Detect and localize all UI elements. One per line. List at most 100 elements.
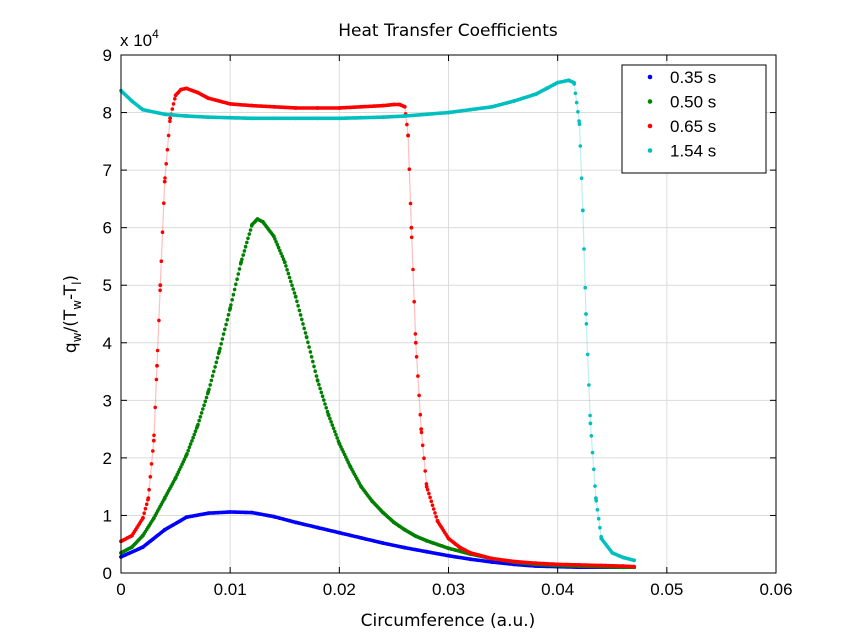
data-point <box>424 538 429 543</box>
axis-ticks: 0 0.01 0.02 0.03 0.04 0.05 0.06 0 1 2 3 4 5 6 7 8 9 <box>103 46 793 599</box>
data-point <box>197 418 201 423</box>
data-point <box>435 519 440 524</box>
data-point <box>599 536 604 541</box>
data-point <box>287 275 292 280</box>
data-point <box>427 491 431 496</box>
data-point <box>158 288 162 293</box>
data-point <box>392 520 396 525</box>
data-point <box>298 313 303 317</box>
data-point <box>433 511 437 515</box>
data-point <box>337 530 342 535</box>
data-point <box>168 116 173 121</box>
data-point <box>422 456 426 461</box>
data-point <box>206 389 211 394</box>
data-point <box>490 556 495 561</box>
data-point <box>295 299 299 304</box>
data-point <box>202 403 206 408</box>
data-point <box>236 272 241 276</box>
data-point <box>315 525 320 530</box>
data-point <box>147 487 151 492</box>
data-point <box>587 383 591 387</box>
data-point <box>579 176 584 180</box>
data-point <box>312 364 316 369</box>
data-point <box>468 551 473 555</box>
data-point <box>416 374 420 378</box>
data-point <box>621 564 626 568</box>
data-point <box>323 402 327 406</box>
data-point <box>168 119 172 124</box>
y-tick-label: 0 <box>103 564 112 583</box>
chart-title: Heat Transfer Coefficients <box>338 21 558 41</box>
data-point <box>232 287 237 292</box>
data-point <box>241 253 245 257</box>
legend-marker <box>647 99 653 104</box>
legend-marker <box>647 74 653 80</box>
data-point <box>282 260 287 265</box>
data-point <box>318 386 322 391</box>
data-point <box>412 299 417 304</box>
data-point <box>328 416 332 421</box>
data-point <box>187 445 192 450</box>
data-point <box>582 247 586 251</box>
data-point <box>230 298 234 302</box>
data-point <box>315 116 320 121</box>
data-point <box>213 365 217 369</box>
data-point <box>223 327 227 332</box>
x-tick-label: 0.02 <box>323 580 356 599</box>
svg-text:qw/(Tw-Tl): qw/(Tw-Tl) <box>61 275 84 353</box>
data-point <box>212 369 216 374</box>
data-point <box>271 234 276 239</box>
data-point <box>159 259 164 264</box>
y-tick-label: 2 <box>103 449 112 468</box>
data-point <box>359 484 364 489</box>
data-point <box>424 484 429 489</box>
data-point <box>406 133 410 138</box>
legend: 0.35 s 0.50 s 0.65 s 1.54 s <box>621 64 767 174</box>
data-point <box>284 264 288 268</box>
data-point <box>164 162 168 166</box>
data-point <box>402 114 407 118</box>
data-point <box>577 563 582 567</box>
data-point <box>409 225 414 230</box>
data-point <box>271 116 276 121</box>
data-point <box>315 378 320 383</box>
data-point <box>142 511 146 515</box>
data-point <box>228 102 233 106</box>
data-point <box>324 406 329 410</box>
data-point <box>153 405 157 410</box>
data-point <box>446 553 451 558</box>
data-point <box>331 426 336 431</box>
data-point <box>162 496 167 501</box>
data-point <box>271 104 276 109</box>
data-point <box>198 415 203 419</box>
data-point <box>250 116 254 121</box>
data-point <box>191 435 195 440</box>
data-point <box>577 119 581 123</box>
data-point <box>320 394 325 399</box>
data-point <box>242 249 247 253</box>
data-point <box>573 91 578 96</box>
data-point <box>370 499 374 503</box>
data-point <box>457 545 462 549</box>
data-point <box>598 525 602 530</box>
data-point <box>409 235 414 240</box>
data-point <box>206 96 211 101</box>
data-point <box>429 499 434 504</box>
data-point <box>155 363 159 368</box>
data-point <box>413 340 418 345</box>
data-point <box>293 116 298 121</box>
data-point <box>446 546 451 551</box>
data-point <box>407 167 412 171</box>
data-point <box>337 106 342 110</box>
data-point <box>281 257 286 262</box>
data-point <box>163 176 167 180</box>
data-point <box>431 507 436 511</box>
data-point <box>151 449 155 453</box>
data-point <box>199 411 204 415</box>
data-point <box>584 322 589 326</box>
data-point <box>348 464 353 469</box>
data-point <box>162 527 167 532</box>
data-point <box>402 545 407 550</box>
data-point <box>381 115 385 120</box>
data-point <box>234 282 238 287</box>
